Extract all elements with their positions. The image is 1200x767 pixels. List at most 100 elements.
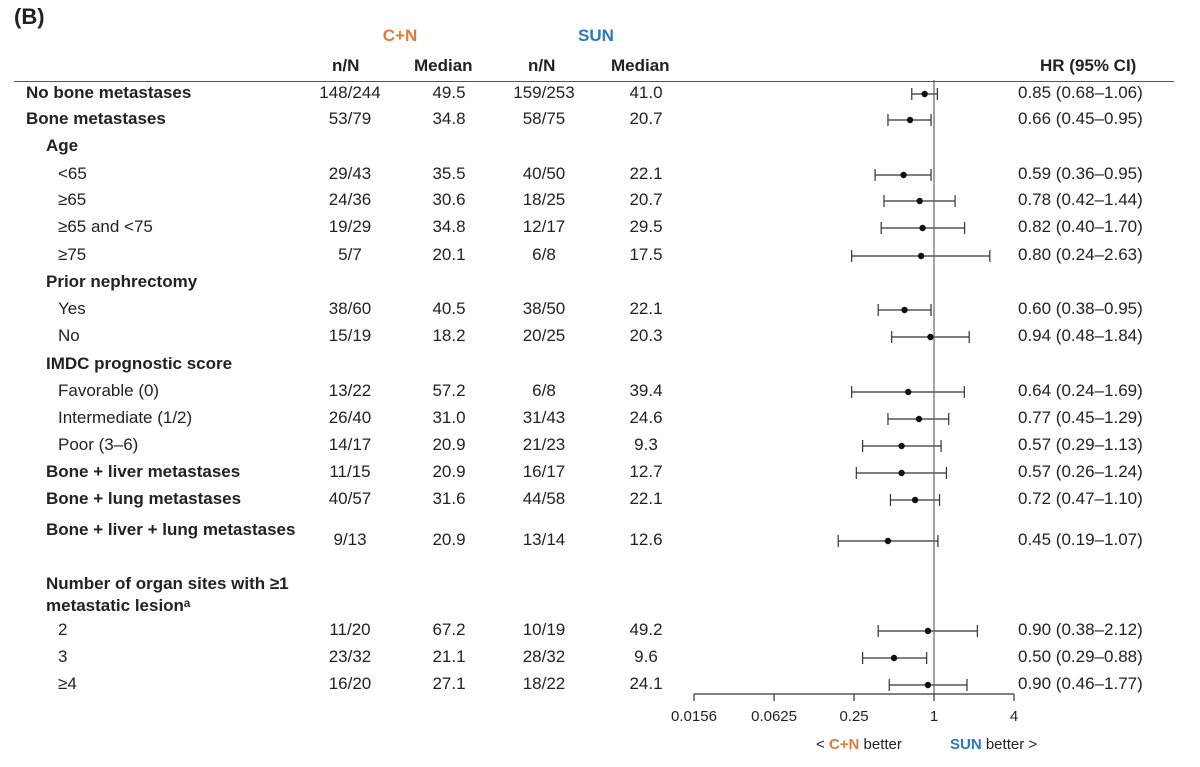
hr-point xyxy=(924,681,932,689)
row-label: Number of organ sites with ≥1 metastatic… xyxy=(46,574,289,615)
cell-hr-ci: 0.45 (0.19–1.07) xyxy=(1018,530,1143,549)
cell-sun-median: 12.6 xyxy=(629,530,663,549)
hr-point xyxy=(916,197,923,205)
row-label: ≥65 and <75 xyxy=(58,217,153,236)
row-label: <65 xyxy=(58,164,87,183)
cell-hr-ci: 0.57 (0.26–1.24) xyxy=(1018,462,1143,481)
cell-sun-nN: 16/17 xyxy=(522,462,566,481)
cell-sun-median: 22.1 xyxy=(629,164,663,183)
hr-point xyxy=(906,116,914,124)
row-label: Intermediate (1/2) xyxy=(58,408,193,427)
cell-cn-nN: 11/20 xyxy=(329,620,371,639)
cell-cn-median: 30.6 xyxy=(432,190,466,209)
cell-cn-nN: 38/60 xyxy=(328,299,372,318)
cell-sun-median: 49.2 xyxy=(629,620,663,639)
col-header-sun-median: Median xyxy=(611,56,670,75)
cell-cn-nN: 16/20 xyxy=(328,674,372,693)
hr-point xyxy=(898,469,905,477)
cell-cn-median: 27.1 xyxy=(432,674,466,693)
cell-sun-median: 9.3 xyxy=(634,435,658,454)
cell-hr-ci: 0.66 (0.45–0.95) xyxy=(1018,109,1143,128)
hr-point xyxy=(927,333,934,341)
cell-hr-ci: 0.59 (0.36–0.95) xyxy=(1018,164,1143,183)
cell-cn-nN: 148/244 xyxy=(319,83,381,102)
cell-sun-median: 17.5 xyxy=(629,245,663,264)
col-header-cn-nN: n/N xyxy=(332,56,360,75)
footer-left-group: C+N xyxy=(828,736,860,753)
panel-label: (B) xyxy=(14,4,45,29)
footer-left-prefix: < xyxy=(816,736,829,753)
cell-sun-median: 9.6 xyxy=(634,647,658,666)
hr-point xyxy=(915,415,923,423)
cell-sun-median: 20.7 xyxy=(629,109,663,128)
cell-cn-nN: 9/13 xyxy=(333,530,367,549)
cell-cn-median: 49.5 xyxy=(432,83,466,102)
col-header-sun-nN: n/N xyxy=(528,56,556,75)
cell-sun-nN: 38/50 xyxy=(522,299,566,318)
header-divider xyxy=(14,81,1174,82)
cell-cn-median: 35.5 xyxy=(432,164,466,183)
x-tick-label: 4 xyxy=(1010,708,1018,725)
cell-cn-nN: 15/19 xyxy=(328,326,372,345)
hr-point xyxy=(905,388,912,396)
cell-hr-ci: 0.90 (0.38–2.12) xyxy=(1018,620,1143,639)
row-label: Poor (3–6) xyxy=(58,435,139,454)
x-tick-label: 0.0625 xyxy=(751,708,797,725)
cell-cn-median: 31.0 xyxy=(432,408,466,427)
x-tick-label: 1 xyxy=(930,708,938,725)
cell-sun-median: 41.0 xyxy=(629,83,663,102)
cell-hr-ci: 0.85 (0.68–1.06) xyxy=(1018,83,1143,102)
cell-cn-nN: 53/79 xyxy=(328,109,372,128)
cell-hr-ci: 0.78 (0.42–1.44) xyxy=(1018,190,1143,209)
cell-sun-nN: 21/23 xyxy=(522,435,566,454)
cell-sun-nN: 10/19 xyxy=(522,620,566,639)
cell-cn-median: 20.9 xyxy=(432,462,466,481)
row-label: 3 xyxy=(58,647,68,666)
row-label: Bone + lung metastases xyxy=(46,489,242,508)
cell-hr-ci: 0.57 (0.29–1.13) xyxy=(1018,435,1143,454)
hr-point xyxy=(898,442,905,450)
cell-cn-median: 20.9 xyxy=(432,435,466,454)
cell-hr-ci: 0.64 (0.24–1.69) xyxy=(1018,381,1143,400)
row-label: Yes xyxy=(58,299,86,318)
cell-hr-ci: 0.50 (0.29–0.88) xyxy=(1018,647,1143,666)
cell-hr-ci: 0.77 (0.45–1.29) xyxy=(1018,408,1143,427)
hr-point xyxy=(901,306,908,314)
cell-cn-median: 34.8 xyxy=(432,109,466,128)
cell-sun-median: 24.6 xyxy=(629,408,663,427)
row-label: No xyxy=(58,326,80,345)
cell-cn-nN: 26/40 xyxy=(328,408,372,427)
cell-hr-ci: 0.60 (0.38–0.95) xyxy=(1018,299,1143,318)
hr-point xyxy=(921,90,928,98)
row-label: Favorable (0) xyxy=(58,381,160,400)
cell-cn-nN: 14/17 xyxy=(328,435,372,454)
row-label: No bone metastases xyxy=(26,83,192,102)
cell-sun-median: 22.1 xyxy=(629,299,663,318)
hr-point xyxy=(890,654,898,662)
cell-sun-median: 22.1 xyxy=(629,489,663,508)
cell-cn-nN: 29/43 xyxy=(328,164,372,183)
cell-sun-median: 24.1 xyxy=(629,674,663,693)
col-header-cn-median: Median xyxy=(414,56,473,75)
cell-sun-nN: 44/58 xyxy=(522,489,566,508)
cell-sun-nN: 18/25 xyxy=(522,190,566,209)
cell-cn-median: 67.2 xyxy=(432,620,466,639)
cell-sun-nN: 6/8 xyxy=(532,245,556,264)
hr-point xyxy=(884,537,892,545)
cell-sun-median: 39.4 xyxy=(629,381,663,400)
cell-sun-nN: 58/75 xyxy=(522,109,566,128)
cell-sun-nN: 20/25 xyxy=(522,326,566,345)
cell-cn-nN: 40/57 xyxy=(328,489,372,508)
cell-cn-median: 20.1 xyxy=(432,245,466,264)
row-label: ≥4 xyxy=(58,674,77,693)
cell-hr-ci: 0.80 (0.24–2.63) xyxy=(1018,245,1143,264)
cell-cn-nN: 5/7 xyxy=(338,245,362,264)
cell-cn-nN: 23/32 xyxy=(328,647,372,666)
cell-cn-median: 34.8 xyxy=(432,217,466,236)
cell-sun-median: 20.7 xyxy=(629,190,663,209)
cell-cn-median: 21.1 xyxy=(432,647,466,666)
cell-cn-nN: 11/15 xyxy=(329,462,371,481)
cell-hr-ci: 0.90 (0.46–1.77) xyxy=(1018,674,1143,693)
row-label: Bone + liver + lung metastases xyxy=(46,520,296,539)
cell-cn-median: 40.5 xyxy=(432,299,466,318)
